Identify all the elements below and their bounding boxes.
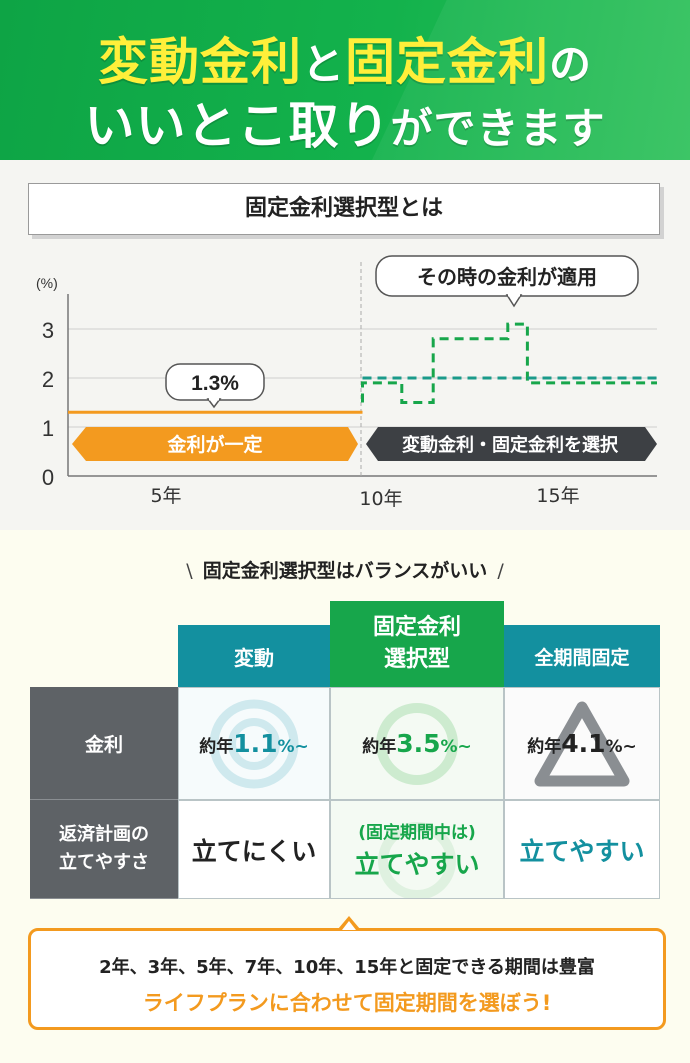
col-selection: 固定金利 選択型 [330,601,504,687]
balance-heading: \ 固定金利選択型はバランスがいい / [0,556,690,583]
left-accent-mark: \ [186,560,193,582]
fixed-rate-value: 1.3% [191,372,239,395]
triangle-icon [534,701,630,786]
selected-rate-line [361,322,657,404]
header-title-line1: 変動金利と固定金利の [0,22,690,94]
cell-fixed-rate: 約年4.1%~ [504,687,660,800]
select-rate-arrow [366,427,657,461]
cell-fixed-plan: 立てやすい [504,800,660,899]
right-accent-mark: / [497,560,504,582]
life-plan-callout: ライフプランに合わせて固定期間を選ぼう! [142,991,552,1015]
row-plan: 返済計画の 立てやすさ [30,800,178,899]
header-best-of-both: いいとこ取り [84,97,391,155]
constant-rate-arrow [72,427,358,461]
double-circle-icon [209,699,299,788]
y-tick-0: 0 [42,465,54,490]
col-selection-line1: 固定金利 [372,615,461,640]
rate-chart: (%) 3 2 1 0 5年 10年 15年 金利が一定 変動金利・固定金利を選… [36,255,657,510]
cell-variable-rate: 約年1.1%~ [178,687,330,800]
y-unit-label: (%) [36,275,58,291]
note-pointer-inner [342,921,356,930]
circle-icon-faint [378,822,456,898]
col-selection-line2: 選択型 [383,647,450,672]
row-plan-label-line2: 立てやすさ [59,852,149,873]
fixed-plan-text: 立てやすい [519,836,645,866]
x-tick-10: 10年 [359,488,402,510]
header-fixed-rate: 固定金利 [345,33,549,91]
y-tick-3: 3 [42,318,54,343]
header-title-line2: いいとこ取りができます [0,86,690,158]
constant-rate-label: 金利が一定 [166,433,262,456]
selection-plan-condition: (固定期間中は) [358,823,476,843]
select-rate-label: 変動金利・固定金利を選択 [402,434,619,456]
header-particle-to: と [301,40,345,89]
y-tick-1: 1 [42,416,54,441]
header-particle-no: の [549,40,593,89]
variable-rate-note: その時の金利が適用 [417,265,597,289]
circle-icon [376,702,458,785]
header-can-do: ができます [390,104,606,153]
y-tick-2: 2 [42,367,54,392]
selection-rate-text: 約年3.5%~ [362,729,472,758]
x-tick-15: 15年 [536,485,579,507]
col-variable: 変動 [178,625,330,687]
row-rate-label: 金利 [84,733,123,756]
cell-selection-rate: 約年3.5%~ [330,687,504,800]
x-tick-5: 5年 [150,485,181,507]
cell-selection-plan: (固定期間中は) 立てやすい [330,800,504,899]
period-options-text: 2年、3年、5年、7年、10年、15年と固定できる期間は豊富 [99,957,595,978]
row-rate: 金利 [30,687,178,800]
header-variable-rate: 変動金利 [97,33,302,91]
selection-plan-text: 立てやすい [354,850,480,879]
header-banner: 変動金利と固定金利の いいとこ取りができます [0,0,690,160]
chart-title: 固定金利選択型とは [28,183,660,235]
balance-heading-text: 固定金利選択型はバランスがいい [202,560,488,582]
row-plan-label-line1: 返済計画の [59,824,149,845]
variable-rate-text: 約年1.1%~ [199,729,309,758]
variable-plan-text: 立てにくい [191,836,317,866]
fixed-rate-text: 約年4.1%~ [527,729,637,758]
period-note: 2年、3年、5年、7年、10年、15年と固定できる期間は豊富 ライフプランに合わ… [28,928,666,1030]
col-full-fixed: 全期間固定 [504,625,660,687]
variable-rate-bubble-tip [505,294,523,308]
cell-variable-plan: 立てにくい [178,800,330,899]
